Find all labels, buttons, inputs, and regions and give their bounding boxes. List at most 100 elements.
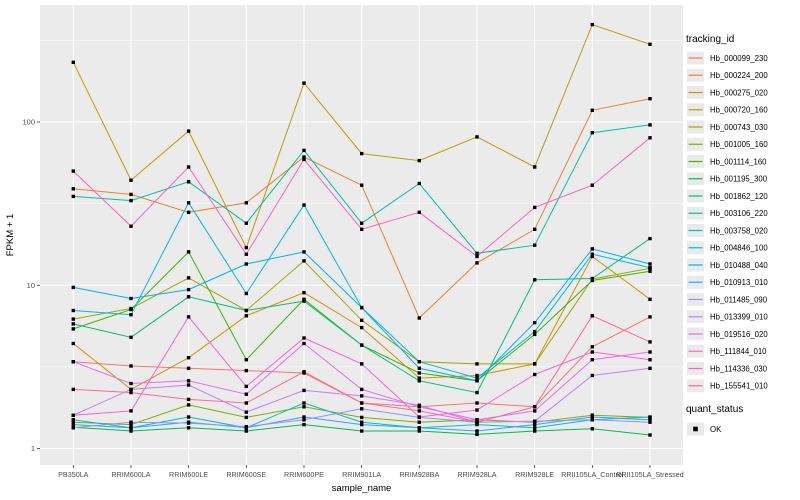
data-point-marker bbox=[475, 390, 479, 395]
data-point-marker bbox=[71, 426, 75, 430]
data-point-marker bbox=[302, 259, 306, 263]
legend-entry-label: Hb_004846_100 bbox=[710, 244, 768, 253]
data-point-marker bbox=[533, 405, 537, 409]
data-point-marker bbox=[129, 381, 133, 386]
data-point-marker bbox=[648, 433, 652, 437]
data-point-marker bbox=[129, 426, 133, 430]
data-point-marker bbox=[186, 356, 191, 360]
data-point-marker bbox=[533, 419, 537, 423]
data-point-marker bbox=[71, 413, 75, 417]
data-point-marker bbox=[533, 332, 537, 337]
data-point-marker bbox=[186, 295, 191, 299]
legend-entry[interactable]: Hb_010913_010 bbox=[687, 275, 768, 289]
data-point-marker bbox=[533, 329, 537, 334]
data-point-marker bbox=[475, 429, 479, 433]
data-point-marker bbox=[186, 287, 191, 292]
data-point-marker bbox=[244, 425, 248, 429]
data-point-marker bbox=[129, 224, 133, 228]
legend-entry[interactable]: Hb_001862_120 bbox=[687, 189, 768, 203]
data-point-marker bbox=[360, 422, 364, 427]
legend-entry-label: Hb_000099_230 bbox=[710, 54, 768, 63]
data-point-marker bbox=[360, 325, 364, 330]
legend-entry[interactable]: Hb_000743_030 bbox=[687, 120, 768, 134]
legend-entry[interactable]: Hb_003106_220 bbox=[687, 206, 768, 220]
legend-entry[interactable]: Hb_000275_020 bbox=[687, 86, 768, 99]
x-axis-title: sample_name bbox=[332, 483, 392, 494]
quant-status-title: quant_status bbox=[686, 404, 743, 415]
data-point-marker bbox=[360, 221, 364, 225]
x-tick-label: RRIM928LA bbox=[457, 470, 496, 479]
data-point-marker bbox=[417, 371, 421, 375]
data-point-marker bbox=[475, 362, 479, 366]
legend-entry[interactable]: OK bbox=[687, 422, 722, 436]
data-point-marker bbox=[244, 358, 248, 362]
data-point-marker bbox=[590, 276, 594, 281]
data-point-marker bbox=[533, 409, 537, 413]
legend-entry[interactable]: Hb_004846_100 bbox=[687, 241, 768, 255]
data-point-marker bbox=[302, 81, 306, 85]
data-point-marker bbox=[590, 254, 594, 259]
legend-entry[interactable]: Hb_111844_010 bbox=[687, 344, 767, 358]
data-point-marker bbox=[71, 420, 75, 424]
y-axis-title: FPKM + 1 bbox=[5, 214, 16, 257]
legend-entry[interactable]: Hb_011485_090 bbox=[687, 293, 768, 306]
data-point-marker bbox=[244, 401, 248, 405]
data-point-marker bbox=[302, 418, 306, 422]
data-point-marker bbox=[475, 432, 479, 437]
data-point-marker bbox=[302, 157, 306, 162]
data-point-marker bbox=[186, 165, 191, 169]
x-tick-label: RRIM901LA bbox=[342, 470, 381, 479]
data-point-marker bbox=[360, 151, 364, 156]
legend-entry[interactable]: Hb_013399_010 bbox=[687, 310, 768, 324]
data-point-marker bbox=[417, 181, 421, 186]
y-tick-label: 1 bbox=[31, 444, 35, 453]
data-point-marker bbox=[302, 422, 306, 427]
data-point-marker bbox=[648, 236, 652, 241]
legend-entry[interactable]: Hb_001195_300 bbox=[687, 172, 768, 186]
data-point-marker bbox=[648, 123, 652, 127]
data-point-marker bbox=[302, 250, 306, 254]
legend-entry-label: Hb_000275_020 bbox=[710, 88, 768, 97]
data-point-marker bbox=[648, 269, 652, 273]
legend-entry[interactable]: Hb_001114_160 bbox=[687, 155, 767, 168]
legend-entry[interactable]: Hb_019516_020 bbox=[687, 327, 768, 341]
legend-entry-label: Hb_010913_010 bbox=[710, 278, 768, 287]
data-point-marker bbox=[244, 291, 248, 296]
x-tick-label: RRII105LA_Control bbox=[561, 470, 624, 479]
data-point-marker bbox=[533, 429, 537, 433]
quant-status-label: OK bbox=[710, 425, 722, 434]
data-point-marker bbox=[71, 317, 75, 321]
data-point-marker bbox=[186, 210, 191, 214]
data-point-marker bbox=[302, 336, 306, 340]
data-point-marker bbox=[417, 379, 421, 383]
legend-entry[interactable]: Hb_010488_040 bbox=[687, 258, 768, 272]
data-point-marker bbox=[475, 261, 479, 265]
data-point-marker bbox=[417, 316, 421, 320]
legend-entry-label: Hb_000224_200 bbox=[710, 71, 768, 80]
data-point-marker bbox=[186, 250, 191, 254]
data-point-marker bbox=[244, 392, 248, 396]
legend-entry[interactable]: Hb_000224_200 bbox=[687, 68, 768, 82]
data-point-marker bbox=[648, 415, 652, 419]
data-point-marker bbox=[302, 388, 306, 393]
legend-entry[interactable]: Hb_155541_010 bbox=[687, 379, 768, 393]
data-point-marker bbox=[475, 379, 479, 383]
legend-entry[interactable]: Hb_000099_230 bbox=[687, 51, 768, 65]
data-point-marker bbox=[302, 297, 306, 301]
legend-entry[interactable]: Hb_000720_160 bbox=[687, 103, 768, 117]
data-point-marker bbox=[71, 418, 75, 422]
data-point-marker bbox=[302, 405, 306, 409]
data-point-marker bbox=[648, 418, 652, 422]
data-point-marker bbox=[186, 129, 191, 133]
data-point-marker bbox=[129, 178, 133, 182]
x-tick-label: RRIM928LE bbox=[515, 470, 554, 479]
x-tick-label: PB350LA bbox=[58, 470, 89, 479]
legend-entry[interactable]: Hb_001005_160 bbox=[687, 137, 768, 151]
data-point-marker bbox=[244, 262, 248, 266]
data-point-marker bbox=[590, 345, 594, 349]
x-tick-label: RRIM600SE bbox=[226, 470, 266, 479]
legend-entry[interactable]: Hb_114336_030 bbox=[687, 362, 768, 375]
data-point-marker bbox=[475, 373, 479, 378]
legend-entry[interactable]: Hb_003758_020 bbox=[687, 224, 768, 237]
